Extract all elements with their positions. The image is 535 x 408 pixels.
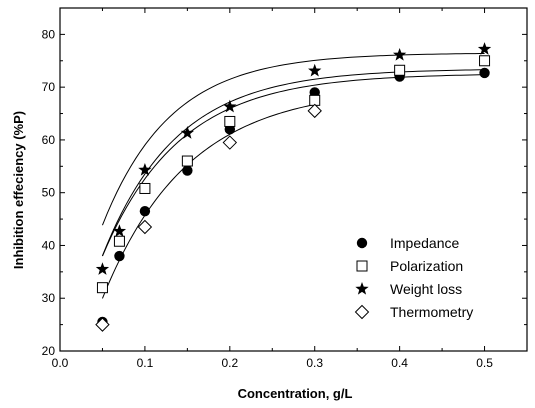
data-point-impedance: [114, 250, 125, 262]
y-tick-label: 50: [42, 186, 56, 200]
y-tick-label: 80: [42, 27, 56, 41]
legend-marker-polarization: [356, 260, 368, 272]
x-tick-label: 0.1: [137, 356, 154, 370]
y-tick-label: 40: [42, 238, 56, 252]
data-point-thermometry: [137, 219, 153, 235]
data-point-weight-loss: [138, 163, 152, 176]
x-tick-label: 0.3: [306, 356, 323, 370]
plot-area-border: [59, 7, 528, 352]
x-tick-label: 0.0: [52, 356, 69, 370]
data-point-impedance: [182, 165, 193, 176]
data-points: [95, 42, 492, 332]
data-point-polarization: [394, 64, 406, 76]
legend-label-impedance: Impedance: [390, 235, 459, 251]
data-point-weight-loss: [112, 224, 127, 237]
data-point-impedance: [139, 205, 151, 217]
data-point-thermometry: [222, 135, 238, 150]
y-tick-label: 30: [42, 291, 56, 305]
data-point-polarization: [181, 155, 193, 167]
plot-frame: [59, 7, 528, 352]
data-point-thermometry: [95, 317, 110, 332]
data-point-polarization: [139, 182, 151, 194]
fit-curve-weight-loss: [101, 52, 485, 226]
data-point-thermometry: [307, 103, 322, 119]
fit-curve-thermometry: [101, 104, 315, 299]
data-point-weight-loss: [477, 42, 492, 55]
data-point-weight-loss: [95, 262, 110, 275]
x-axis: 0.0 0.1 0.2 0.3 0.4 0.5: [52, 8, 528, 370]
y-tick-label: 70: [42, 80, 56, 94]
x-tick-label: 0.2: [221, 356, 238, 370]
y-tick-label: 60: [42, 133, 56, 147]
legend-marker-thermometry: [354, 304, 370, 320]
fit-curve-polarization: [101, 69, 485, 256]
legend-marker-weight-loss: [355, 282, 369, 295]
fit-curve-impedance: [101, 74, 485, 257]
fit-curves: [101, 52, 485, 299]
y-axis-label: Inhibition effeciency (%P): [11, 111, 26, 269]
legend-label-thermometry: Thermometry: [390, 304, 473, 320]
legend: Impedance Polarization Weight loss Thermome…: [354, 235, 473, 320]
x-axis-label: Concentration, g/L: [238, 386, 353, 401]
x-tick-label: 0.5: [476, 356, 493, 370]
data-point-weight-loss: [223, 99, 237, 113]
data-point-polarization: [479, 55, 491, 67]
y-tick-label: 20: [42, 344, 56, 358]
data-point-polarization: [113, 235, 125, 247]
data-point-impedance: [479, 67, 490, 79]
x-tick-label: 0.4: [391, 356, 408, 370]
data-point-polarization: [96, 282, 108, 294]
data-point-polarization: [224, 115, 236, 127]
y-axis: 20 30 40 50 60 70 80: [42, 27, 527, 358]
legend-label-weight-loss: Weight loss: [390, 281, 462, 297]
data-point-weight-loss: [392, 47, 407, 61]
legend-label-polarization: Polarization: [390, 258, 463, 274]
data-point-weight-loss: [180, 126, 195, 139]
legend-marker-impedance: [356, 237, 368, 249]
data-point-weight-loss: [308, 63, 322, 77]
